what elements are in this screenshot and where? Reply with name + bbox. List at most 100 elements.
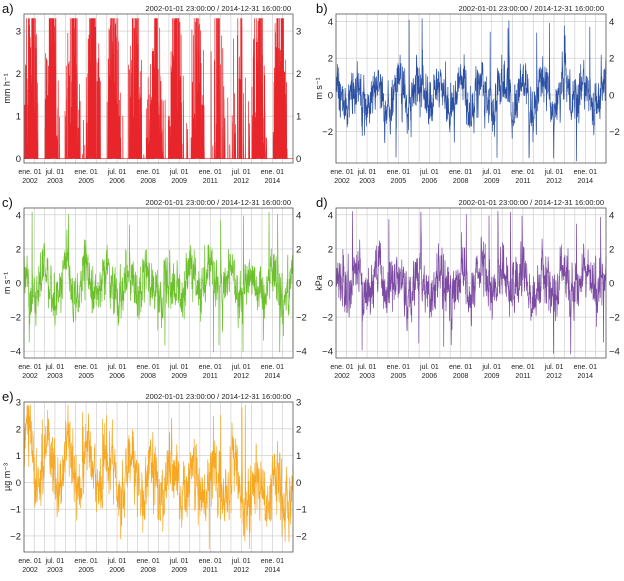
period-label-b: 2002-01-01 23:00:00 / 2014-12-31 16:00:0… [458, 4, 604, 13]
y-axis-label-b: m s⁻¹ [314, 77, 324, 99]
ytick-right: 3 [296, 398, 301, 409]
xtick-month: jul. 01 [357, 169, 377, 176]
series-line-b [335, 18, 607, 162]
series-line-e [23, 404, 294, 550]
xtick-year: 2012 [233, 567, 249, 574]
xtick-month: ene. 01 [261, 169, 284, 176]
plot-frame-b [335, 13, 607, 164]
xtick-year: 2014 [578, 178, 594, 185]
xtick-year: 2014 [265, 567, 281, 574]
ytick-left: −4 [10, 347, 21, 358]
xtick-month: jul. 01 [419, 169, 439, 176]
xtick-year: 2002 [22, 373, 38, 380]
series-line-c [23, 211, 294, 353]
xtick-year: 2005 [78, 373, 94, 380]
ytick-right: 4 [609, 17, 614, 28]
ytick-left: 0 [16, 154, 21, 165]
y-axis-label-a: mm h⁻¹ [2, 73, 12, 103]
xtick-month: jul. 01 [45, 364, 65, 371]
panel-label-d: d) [316, 195, 328, 210]
ytick-left: −2 [322, 127, 333, 138]
xtick-year: 2011 [515, 373, 530, 380]
xtick-month: ene. 01 [136, 558, 159, 565]
ytick-left: −2 [322, 313, 333, 324]
xtick-year: 2002 [22, 567, 38, 574]
xtick-year: 2008 [140, 373, 156, 380]
xtick-year: 2003 [359, 373, 375, 380]
ytick-left: 3 [16, 27, 21, 38]
xtick-year: 2005 [391, 373, 407, 380]
xtick-year: 2011 [203, 178, 218, 185]
xtick-year: 2006 [109, 178, 125, 185]
panel-b: b) 2002-01-01 23:00:00 / 2014-12-31 16:00… [314, 1, 620, 185]
xtick-month: ene. 01 [136, 364, 159, 371]
ytick-left: 1 [16, 451, 21, 462]
xtick-year: 2009 [484, 178, 500, 185]
xtick-year: 2009 [484, 373, 500, 380]
xtick-year: 2003 [47, 178, 63, 185]
xtick-month: jul. 01 [544, 169, 564, 176]
plot-frame-a [23, 13, 294, 164]
xtick-month: ene. 01 [511, 169, 534, 176]
ytick-left: 0 [16, 279, 21, 290]
ytick-right: 0 [609, 90, 614, 101]
xtick-year: 2009 [171, 178, 187, 185]
ytick-right: 0 [296, 279, 301, 290]
xtick-year: 2002 [334, 373, 350, 380]
xtick-month: ene. 01 [574, 364, 597, 371]
panel-label-e: e) [2, 389, 14, 404]
xtick-month: ene. 01 [74, 169, 97, 176]
xtick-year: 2011 [203, 567, 218, 574]
xtick-month: ene. 01 [74, 558, 97, 565]
xtick-year: 2003 [47, 373, 63, 380]
xtick-year: 2006 [422, 178, 438, 185]
xtick-year: 2008 [453, 373, 469, 380]
ytick-left: 0 [328, 279, 333, 290]
ytick-right: 4 [296, 210, 301, 221]
xtick-month: ene. 01 [18, 558, 41, 565]
xtick-month: ene. 01 [330, 364, 353, 371]
xtick-month: jul. 01 [107, 169, 127, 176]
ytick-right: 1 [296, 451, 301, 462]
xtick-year: 2006 [109, 567, 125, 574]
ytick-left: 0 [16, 478, 21, 489]
xtick-year: 2002 [22, 178, 38, 185]
xtick-year: 2014 [265, 178, 281, 185]
plot-frame-e [23, 401, 294, 553]
xtick-year: 2002 [334, 178, 350, 185]
xtick-month: jul. 01 [45, 558, 65, 565]
panel-label-a: a) [2, 1, 14, 16]
xtick-month: jul. 01 [107, 558, 127, 565]
xtick-month: jul. 01 [357, 364, 377, 371]
xtick-year: 2008 [140, 567, 156, 574]
xtick-month: jul. 01 [45, 169, 65, 176]
series-line-a [23, 18, 293, 160]
ytick-left: 2 [16, 244, 21, 255]
ytick-left: 2 [16, 69, 21, 80]
xtick-year: 2012 [233, 373, 249, 380]
period-label-c: 2002-01-01 23:00:00 / 2014-12-31 16:00:0… [145, 198, 291, 207]
xtick-month: jul. 01 [481, 364, 501, 371]
period-label-d: 2002-01-01 23:00:00 / 2014-12-31 16:00:0… [458, 198, 604, 207]
xtick-month: jul. 01 [169, 364, 189, 371]
panel-label-c: c) [2, 195, 13, 210]
ytick-right: 1 [296, 112, 301, 123]
xtick-month: ene. 01 [387, 364, 410, 371]
ytick-left: −1 [10, 505, 21, 516]
xtick-year: 2014 [578, 373, 594, 380]
xtick-year: 2012 [233, 178, 249, 185]
ytick-right: 2 [296, 424, 301, 435]
ytick-left: −4 [322, 347, 333, 358]
panel-e: e) 2002-01-01 23:00:00 / 2014-12-31 16:00… [2, 389, 307, 574]
xtick-month: jul. 01 [481, 169, 501, 176]
xtick-month: ene. 01 [74, 364, 97, 371]
xtick-year: 2006 [422, 373, 438, 380]
xtick-month: ene. 01 [387, 169, 410, 176]
ytick-left: 2 [328, 54, 333, 65]
ytick-right: 0 [296, 478, 301, 489]
ytick-left: 2 [16, 424, 21, 435]
ytick-left: 1 [16, 112, 21, 123]
xtick-month: ene. 01 [199, 169, 222, 176]
xtick-year: 2012 [546, 373, 562, 380]
panel-label-b: b) [316, 1, 328, 16]
